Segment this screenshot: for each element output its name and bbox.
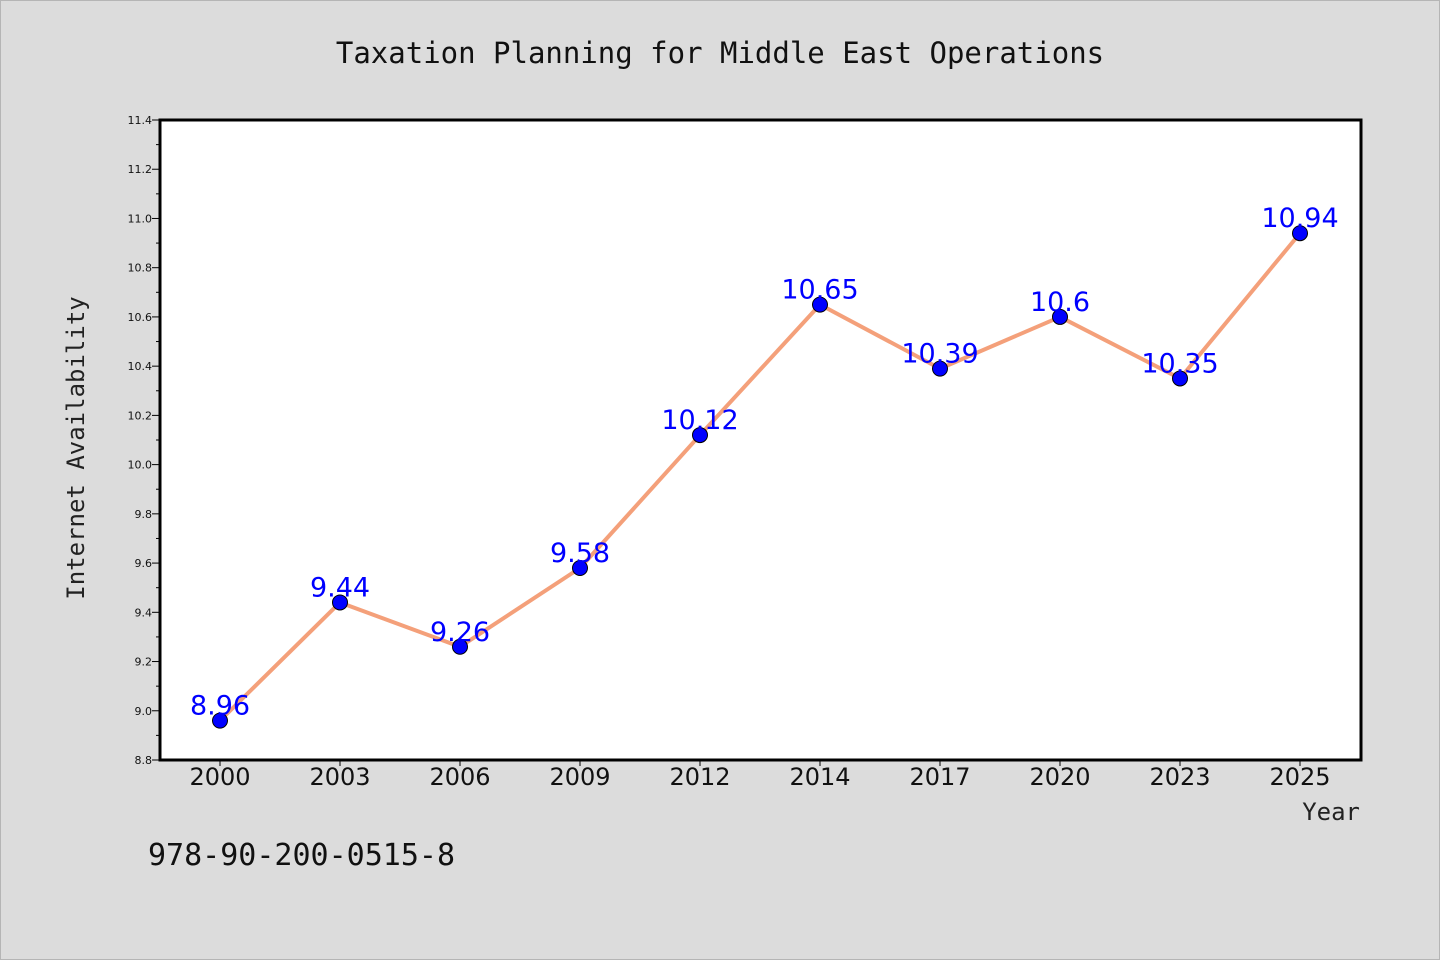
x-tick-label: 2023: [1149, 763, 1210, 791]
data-point: [1292, 225, 1308, 242]
y-tick-label: 11.2: [128, 163, 153, 176]
x-tick-label: 2012: [669, 763, 730, 791]
data-point: [812, 296, 828, 313]
data-label: 9.58: [550, 538, 610, 569]
data-label: 10.6: [1030, 287, 1090, 318]
y-tick-label: 10.0: [128, 459, 153, 472]
y-axis-label: Internet Availability: [62, 296, 90, 599]
y-tick-label: 10.4: [128, 360, 153, 373]
x-tick-label: 2006: [429, 763, 490, 791]
x-tick-label: 2009: [549, 763, 610, 791]
y-tick-label: 8.8: [135, 754, 153, 767]
y-tick-label: 11.4: [128, 114, 153, 127]
y-tick-label: 11.0: [128, 212, 153, 225]
data-point: [212, 712, 228, 729]
data-point: [332, 594, 348, 611]
data-point: [692, 427, 708, 444]
y-tick-label: 10.8: [128, 262, 153, 275]
y-tick-label: 10.2: [128, 409, 153, 422]
data-label: 10.94: [1261, 203, 1338, 234]
data-labels: 8.96 9.44 9.26 9.58 10.12 10.65 10.39 10.6 10.35…: [190, 203, 1339, 721]
x-tick-label: 2025: [1269, 763, 1330, 791]
data-point: [1172, 370, 1188, 387]
x-axis-label: Year: [1302, 798, 1360, 826]
data-label: 10.39: [901, 339, 978, 370]
isbn-note: 978-90-200-0515-8: [148, 838, 455, 873]
series-group: [212, 225, 1308, 729]
data-point: [1052, 308, 1068, 325]
data-label: 10.12: [661, 405, 738, 436]
data-label: 10.65: [781, 275, 858, 306]
plot-area: [160, 120, 1361, 760]
y-tick-label: 10.6: [128, 311, 153, 324]
x-axis: 2000 2003 2006 2009 2012 2014 2017 2020 2023 2025: [189, 760, 1331, 791]
data-point: [932, 360, 948, 377]
data-point: [572, 560, 588, 576]
x-tick-label: 2020: [1029, 763, 1090, 791]
data-label: 9.26: [430, 617, 490, 648]
y-tick-label: 9.4: [135, 606, 153, 619]
x-tick-label: 2000: [189, 763, 250, 791]
x-tick-label: 2003: [309, 763, 370, 791]
data-label: 9.44: [310, 572, 370, 603]
y-tick-label: 9.2: [135, 656, 153, 669]
y-tick-label: 9.6: [135, 557, 153, 570]
y-tick-label: 9.0: [135, 705, 153, 718]
data-point: [452, 638, 468, 655]
series-line: [218, 231, 1302, 723]
x-tick-label: 2014: [789, 763, 850, 791]
x-tick-label: 2017: [909, 763, 970, 791]
y-axis: 8.8 9.0 9.2 9.4 9.6 9.8 10.0 10.2 10.4 10.6 10.8 11…: [128, 114, 160, 767]
plot-border: [158, 118, 1363, 762]
y-tick-label: 9.8: [135, 508, 153, 521]
data-label: 8.96: [190, 691, 250, 722]
data-label: 10.35: [1141, 348, 1218, 379]
chart-title: Taxation Planning for Middle East Operat…: [336, 36, 1104, 70]
